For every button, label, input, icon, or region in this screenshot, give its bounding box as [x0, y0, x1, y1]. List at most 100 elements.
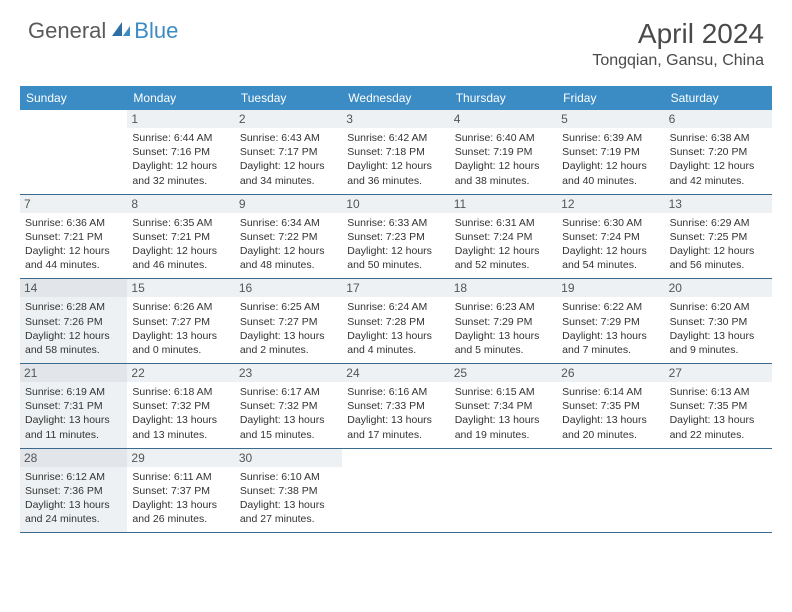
day-info-line: Sunset: 7:22 PM [240, 230, 337, 244]
day-info-line: Sunset: 7:33 PM [347, 399, 444, 413]
logo: General Blue [28, 18, 178, 44]
weekday-header: Saturday [665, 86, 772, 110]
day-info-line: Daylight: 12 hours [132, 159, 229, 173]
day-info-line: and 17 minutes. [347, 428, 444, 442]
day-info: Sunrise: 6:19 AMSunset: 7:31 PMDaylight:… [25, 385, 122, 442]
day-info-line: Sunset: 7:17 PM [240, 145, 337, 159]
day-info-line: Sunrise: 6:42 AM [347, 131, 444, 145]
day-info-line: Daylight: 12 hours [562, 159, 659, 173]
day-info-line: Sunrise: 6:14 AM [562, 385, 659, 399]
day-number: 6 [665, 110, 772, 128]
day-info-line: Sunset: 7:27 PM [240, 315, 337, 329]
day-info-line: and 34 minutes. [240, 174, 337, 188]
day-number: 20 [665, 279, 772, 297]
day-info-line: Sunrise: 6:20 AM [670, 300, 767, 314]
day-cell: 9Sunrise: 6:34 AMSunset: 7:22 PMDaylight… [235, 195, 342, 279]
day-info: Sunrise: 6:17 AMSunset: 7:32 PMDaylight:… [240, 385, 337, 442]
day-cell: 10Sunrise: 6:33 AMSunset: 7:23 PMDayligh… [342, 195, 449, 279]
day-info-line: Sunrise: 6:30 AM [562, 216, 659, 230]
day-info-line: and 5 minutes. [455, 343, 552, 357]
day-info-line: Daylight: 12 hours [25, 244, 122, 258]
day-info-line: Sunset: 7:35 PM [562, 399, 659, 413]
day-number: 18 [450, 279, 557, 297]
day-info-line: Sunrise: 6:35 AM [132, 216, 229, 230]
day-info: Sunrise: 6:15 AMSunset: 7:34 PMDaylight:… [455, 385, 552, 442]
day-info-line: Sunrise: 6:43 AM [240, 131, 337, 145]
day-cell: 16Sunrise: 6:25 AMSunset: 7:27 PMDayligh… [235, 279, 342, 363]
day-number: 22 [127, 364, 234, 382]
day-info-line: Sunrise: 6:11 AM [132, 470, 229, 484]
day-cell: 19Sunrise: 6:22 AMSunset: 7:29 PMDayligh… [557, 279, 664, 363]
day-cell: 11Sunrise: 6:31 AMSunset: 7:24 PMDayligh… [450, 195, 557, 279]
day-number: 27 [665, 364, 772, 382]
day-info: Sunrise: 6:36 AMSunset: 7:21 PMDaylight:… [25, 216, 122, 273]
day-info-line: Sunset: 7:35 PM [670, 399, 767, 413]
day-info-line: and 0 minutes. [132, 343, 229, 357]
day-info-line: and 11 minutes. [25, 428, 122, 442]
day-number: 2 [235, 110, 342, 128]
day-info: Sunrise: 6:11 AMSunset: 7:37 PMDaylight:… [132, 470, 229, 527]
day-info-line: Daylight: 12 hours [240, 244, 337, 258]
day-info-line: and 24 minutes. [25, 512, 122, 526]
day-number: 21 [20, 364, 127, 382]
calendar: SundayMondayTuesdayWednesdayThursdayFrid… [20, 86, 772, 533]
day-info-line: Sunset: 7:27 PM [132, 315, 229, 329]
day-cell: 20Sunrise: 6:20 AMSunset: 7:30 PMDayligh… [665, 279, 772, 363]
day-cell: 25Sunrise: 6:15 AMSunset: 7:34 PMDayligh… [450, 364, 557, 448]
day-info-line: Daylight: 13 hours [562, 329, 659, 343]
day-info-line: and 50 minutes. [347, 258, 444, 272]
day-info-line: Sunrise: 6:26 AM [132, 300, 229, 314]
day-info-line: Sunset: 7:37 PM [132, 484, 229, 498]
day-info: Sunrise: 6:16 AMSunset: 7:33 PMDaylight:… [347, 385, 444, 442]
day-info: Sunrise: 6:26 AMSunset: 7:27 PMDaylight:… [132, 300, 229, 357]
day-info-line: Sunrise: 6:15 AM [455, 385, 552, 399]
day-info-line: and 19 minutes. [455, 428, 552, 442]
day-info-line: Sunset: 7:21 PM [132, 230, 229, 244]
day-cell [665, 449, 772, 533]
day-cell: 2 Sunrise: 6:43 AMSunset: 7:17 PMDaylight… [235, 110, 342, 194]
day-number: 1 [127, 110, 234, 128]
day-info-line: Sunset: 7:28 PM [347, 315, 444, 329]
day-info: Sunrise: 6:43 AMSunset: 7:17 PMDaylight:… [240, 131, 337, 188]
day-info-line: and 27 minutes. [240, 512, 337, 526]
day-number: 24 [342, 364, 449, 382]
day-cell: 30Sunrise: 6:10 AMSunset: 7:38 PMDayligh… [235, 449, 342, 533]
location-text: Tongqian, Gansu, China [592, 52, 764, 70]
day-info-line: Sunrise: 6:36 AM [25, 216, 122, 230]
day-number: 14 [20, 279, 127, 297]
day-info-line: Sunrise: 6:10 AM [240, 470, 337, 484]
day-info: Sunrise: 6:12 AMSunset: 7:36 PMDaylight:… [25, 470, 122, 527]
day-info-line: Sunset: 7:32 PM [132, 399, 229, 413]
day-info-line: Sunset: 7:29 PM [562, 315, 659, 329]
day-info-line: Sunrise: 6:16 AM [347, 385, 444, 399]
title-block: April 2024 Tongqian, Gansu, China [592, 18, 764, 70]
day-info-line: Daylight: 13 hours [132, 329, 229, 343]
day-cell: 26Sunrise: 6:14 AMSunset: 7:35 PMDayligh… [557, 364, 664, 448]
day-info-line: Sunrise: 6:34 AM [240, 216, 337, 230]
day-info-line: and 32 minutes. [132, 174, 229, 188]
day-number: 17 [342, 279, 449, 297]
day-info-line: Daylight: 13 hours [25, 498, 122, 512]
day-cell: 17 Sunrise: 6:24 AMSunset: 7:28 PMDayligh… [342, 279, 449, 363]
day-info-line: Daylight: 13 hours [347, 413, 444, 427]
day-cell: 14Sunrise: 6:28 AMSunset: 7:26 PMDayligh… [20, 279, 127, 363]
day-info-line: and 9 minutes. [670, 343, 767, 357]
day-info-line: Daylight: 12 hours [455, 244, 552, 258]
day-info-line: and 36 minutes. [347, 174, 444, 188]
day-info-line: Sunrise: 6:19 AM [25, 385, 122, 399]
day-number: 5 [557, 110, 664, 128]
week-row: 7Sunrise: 6:36 AMSunset: 7:21 PMDaylight… [20, 195, 772, 280]
day-info-line: and 38 minutes. [455, 174, 552, 188]
day-info-line: and 7 minutes. [562, 343, 659, 357]
day-info: Sunrise: 6:24 AMSunset: 7:28 PMDaylight:… [347, 300, 444, 357]
day-info-line: Sunset: 7:31 PM [25, 399, 122, 413]
day-info-line: Sunrise: 6:17 AM [240, 385, 337, 399]
week-row: 21Sunrise: 6:19 AMSunset: 7:31 PMDayligh… [20, 364, 772, 449]
day-info-line: Sunset: 7:19 PM [455, 145, 552, 159]
day-number: 13 [665, 195, 772, 213]
day-info: Sunrise: 6:31 AMSunset: 7:24 PMDaylight:… [455, 216, 552, 273]
day-info-line: Sunset: 7:24 PM [455, 230, 552, 244]
day-info-line: Sunrise: 6:12 AM [25, 470, 122, 484]
weeks-container: 1Sunrise: 6:44 AMSunset: 7:16 PMDaylight… [20, 110, 772, 533]
day-info-line: Sunset: 7:30 PM [670, 315, 767, 329]
